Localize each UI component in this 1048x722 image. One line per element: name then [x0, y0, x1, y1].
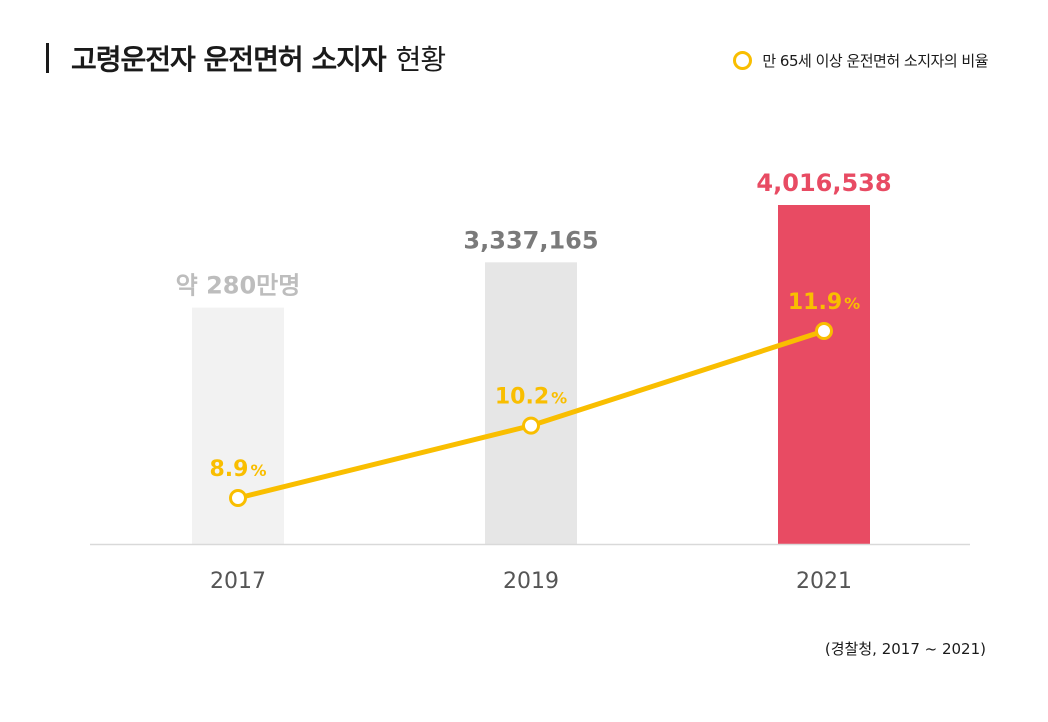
legend: 만 65세 이상 운전면허 소지자의 비율	[733, 50, 988, 71]
legend-marker-icon	[733, 51, 753, 70]
bar-value-label-2019: 3,337,165	[463, 226, 598, 254]
bar-2017	[192, 307, 284, 544]
chart-title: 고령운전자 운전면허 소지자 현황	[46, 36, 447, 80]
bar-2019	[485, 262, 577, 544]
title-sub: 현황	[395, 43, 447, 76]
ratio-point-2021	[815, 322, 833, 340]
source-note: (경찰청, 2017 ~ 2021)	[824, 640, 986, 658]
x-tick-label-2017: 2017	[210, 569, 266, 594]
bar-value-label-2017: 약 280만명	[176, 272, 301, 300]
ratio-point-2017	[229, 489, 247, 507]
legend-label: 만 65세 이상 운전면허 소지자의 비율	[762, 52, 988, 70]
ratio-label-2017: 8.9%	[209, 457, 266, 482]
x-tick-label-2021: 2021	[796, 569, 852, 594]
ratio-point-2019	[522, 416, 540, 435]
ratio-label-2019: 10.2%	[495, 385, 567, 410]
title-main: 고령운전자 운전면허 소지자	[71, 43, 387, 76]
bar-2021	[778, 205, 870, 544]
title-accent-bar	[46, 43, 49, 73]
ratio-label-2021: 11.9%	[788, 290, 860, 315]
bar-value-label-2021: 4,016,538	[756, 169, 891, 197]
x-tick-label-2019: 2019	[503, 569, 559, 594]
